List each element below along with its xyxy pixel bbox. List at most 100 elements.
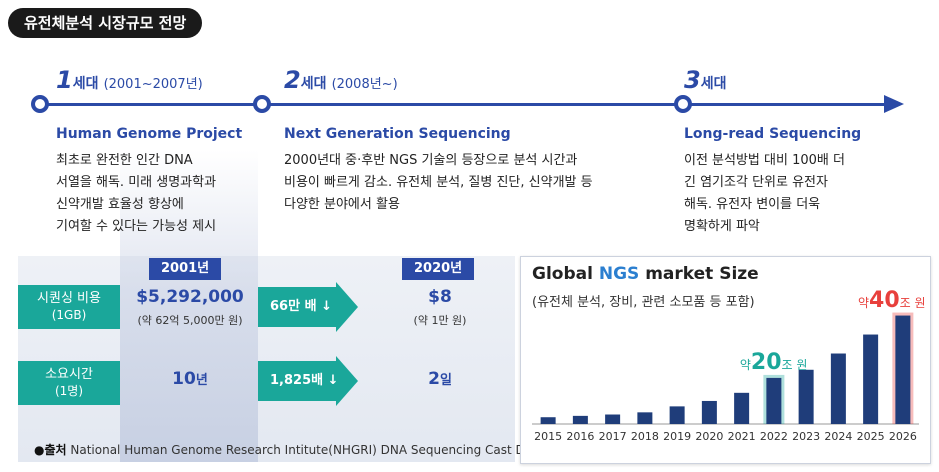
ngs-market-chart: 2015 2016 2017 2018 2019 2020 2021 2022 2023 2024… [532,312,919,443]
annotation-2026-value: 40 [869,287,900,313]
bar-2018 [637,412,653,424]
x-tick-label-2020: 2020 [695,430,723,443]
time-2001-number: 10 [172,369,196,389]
gen3-label: 세대 [700,76,727,92]
bar-2017 [605,414,621,424]
time-2001-unit: 년 [195,373,208,388]
source-note: ●출처 National Human Genome Research Intit… [34,441,544,458]
year-tag-2020: 2020년 [402,258,475,280]
gen2-number: 2 [284,66,301,94]
year-tag-2001: 2001년 [149,258,222,280]
annotation-2022-prefix: 약 [739,357,751,372]
era1-desc: 최초로 완전한 인간 DNA 서열을 해독. 미래 생명과학과 신약개발 효율성… [56,150,216,238]
annotation-2022-unit: 조 원 [781,357,808,372]
gen1-label: 세대 [72,76,99,92]
era2-desc: 2000년대 중·후반 NGS 기술의 등장으로 분석 시간과 비용이 빠르게 … [284,150,593,216]
cost-2020-sub: (약 1만 원) [413,314,467,327]
time-2020-number: 2 [428,369,440,389]
x-tick-label-2018: 2018 [631,430,659,443]
era3-desc-line: 해독. 유전자 변이를 더욱 [684,197,821,212]
bar-2019 [669,406,685,424]
era3-desc-line: 긴 염기조각 단위로 유전자 [684,175,828,190]
time-2020-unit: 일 [439,373,452,388]
bar-2021 [734,392,750,424]
era2-desc-line: 다양한 분야에서 활용 [284,197,400,212]
source-prefix: ●출처 [34,443,67,457]
gen2-header: 2세대 (2008년~) [284,66,398,94]
era2-desc-line: 2000년대 중·후반 NGS 기술의 등장으로 분석 시간과 [284,153,578,168]
x-tick-label-2024: 2024 [824,430,852,443]
annotation-2022: 약20조 원 [740,350,808,375]
annotation-2026-prefix: 약 [858,295,870,310]
gen2-years: (2008년~) [331,77,398,92]
row-label-time-text: 소요시간 [45,367,93,382]
annotation-2026-unit: 조 원 [899,295,926,310]
row-label-cost: 시퀀싱 비용 (1GB) [18,285,120,329]
time-2020-value: 2일 [380,369,500,389]
time-change-label: 1,825배 ↓ [258,361,339,401]
x-tick-label-2026: 2026 [889,430,917,443]
era3-title: Long-read Sequencing [684,126,862,142]
chart-title: Global NGS market Size [532,264,759,284]
annotation-2026: 약40조 원 [858,288,926,313]
time-2001-value: 10년 [124,369,256,389]
era1-desc-line: 서열을 해독. 미래 생명과학과 [56,175,217,190]
chart-container [520,256,931,464]
timeline-node-gen3 [674,95,692,113]
timeline-arrow-icon [884,95,904,113]
bar-2022 [766,377,782,424]
time-change-arrow: 1,825배 ↓ [258,356,358,406]
chart-title-post: market Size [639,264,759,284]
x-tick-label-2016: 2016 [566,430,594,443]
x-tick-label-2025: 2025 [857,430,885,443]
era1-desc-line: 신약개발 효율성 향상에 [56,197,184,212]
bar-2026 [895,315,911,424]
era1-desc-line: 기여할 수 있다는 가능성 제시 [56,219,217,234]
era3-desc-line: 이전 분석방법 대비 100배 더 [684,153,845,168]
timeline-line [40,103,890,106]
x-tick-label-2015: 2015 [534,430,562,443]
cost-2001-value: $5,292,000 [136,287,244,307]
chart-title-accent: NGS [598,264,640,284]
chart-title-pre: Global [532,264,599,284]
arrow-head-icon [336,356,358,406]
gen2-label: 세대 [300,76,327,92]
bar-2025 [863,334,879,424]
row-label-time-sub: (1명) [54,384,84,398]
x-tick-label-2022: 2022 [760,430,788,443]
era3-desc: 이전 분석방법 대비 100배 더 긴 염기조각 단위로 유전자 해독. 유전자… [684,150,845,238]
row-label-cost-sub: (1GB) [51,308,87,322]
bar-2024 [830,353,846,424]
era3-desc-line: 명확하게 파악 [684,219,760,234]
timeline-node-gen1 [31,95,49,113]
chart-subtitle: (유전체 분석, 장비, 관련 소모품 등 포함) [532,295,755,310]
gen3-header: 3세대 [684,66,726,94]
gen1-header: 1세대 (2001~2007년) [56,66,203,94]
column-shade [120,150,258,462]
annotation-2022-value: 20 [750,349,782,375]
source-text: National Human Genome Research Intitute(… [70,443,545,457]
era2-title: Next Generation Sequencing [284,126,511,142]
era1-title: Human Genome Project [56,126,243,142]
bar-2020 [701,400,717,424]
bar-2015 [540,417,556,424]
cost-change-arrow: 66만 배 ↓ [258,282,358,332]
bar-2023 [798,369,814,424]
page-title: 유전체분석 시장규모 전망 [8,8,203,38]
gen1-number: 1 [56,66,73,94]
timeline-node-gen2 [253,95,271,113]
era2-desc-line: 비용이 빠르게 감소. 유전체 분석, 질병 진단, 신약개발 등 [284,175,593,190]
cost-2020-value: $8 [428,287,452,307]
cost-2001-sub: (약 62억 5,000만 원) [137,314,243,327]
x-tick-label-2017: 2017 [599,430,627,443]
gen3-number: 3 [684,66,701,94]
x-tick-label-2019: 2019 [663,430,691,443]
row-label-time: 소요시간 (1명) [18,361,120,405]
gen1-years: (2001~2007년) [103,77,203,92]
x-tick-label-2021: 2021 [728,430,756,443]
row-label-cost-text: 시퀀싱 비용 [37,291,101,306]
cost-change-label: 66만 배 ↓ [258,287,336,327]
bar-2016 [572,415,588,424]
arrow-head-icon [336,282,358,332]
x-tick-label-2023: 2023 [792,430,820,443]
